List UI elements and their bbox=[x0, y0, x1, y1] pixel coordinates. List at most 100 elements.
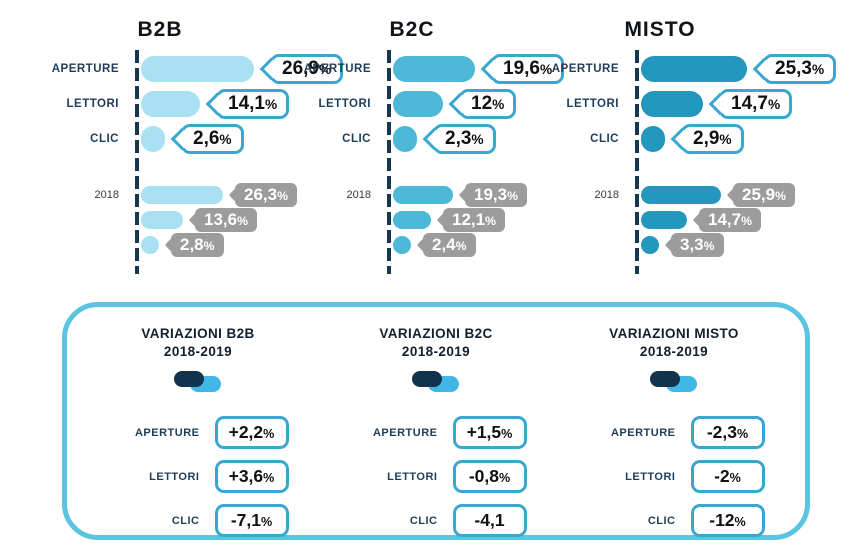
category-label: CLIC bbox=[342, 133, 371, 145]
variation-value-box: +1,5% bbox=[452, 416, 527, 450]
variation-rows: APERTURE +2,2% LETTORI +3,6% CLIC -7,1% bbox=[79, 416, 317, 538]
variation-value-box: -0,8% bbox=[452, 460, 527, 494]
bar-row-2019: CLIC 2,9% bbox=[540, 124, 836, 154]
bar-2018 bbox=[641, 211, 687, 229]
bar-2019 bbox=[393, 126, 417, 152]
value-number: -12 bbox=[709, 510, 735, 531]
variations-section-b2b: VARIAZIONI B2B 2018-2019 APERTURE +2,2% LE… bbox=[79, 325, 317, 538]
bar-row-2018: 12,1% bbox=[282, 208, 527, 232]
value-callout: 14,7% bbox=[719, 89, 793, 119]
axis-line bbox=[135, 50, 139, 274]
bar-row-2018: 13,6% bbox=[25, 208, 297, 232]
variations-title: VARIAZIONI B2B bbox=[141, 326, 255, 341]
value-number: 19,6 bbox=[503, 58, 540, 79]
group-title-b2c: B2C bbox=[389, 18, 435, 41]
variation-value-box: -4,1 bbox=[452, 504, 527, 538]
value-number: 2,4 bbox=[432, 235, 456, 254]
value-number: 19,3 bbox=[474, 185, 508, 204]
variation-value-box: -2,3% bbox=[690, 416, 765, 450]
variation-row: LETTORI -0,8% bbox=[346, 460, 527, 494]
percent-sign: % bbox=[811, 62, 825, 77]
value-number: -2,3 bbox=[706, 422, 737, 443]
bar-row-2018: 2,4% bbox=[282, 233, 527, 257]
percent-sign: % bbox=[471, 132, 484, 147]
bar-row-2018: 2018 19,3% bbox=[282, 183, 527, 207]
axis-line bbox=[635, 50, 639, 274]
variation-row: APERTURE -2,3% bbox=[584, 416, 765, 450]
year-label: 2018 bbox=[594, 189, 619, 201]
bar-row-2019: LETTORI 12% bbox=[282, 89, 564, 119]
variation-rows: APERTURE -2,3% LETTORI -2% CLIC -12% bbox=[555, 416, 793, 538]
value-number: -7,1 bbox=[230, 510, 261, 531]
value-callout: 14,1% bbox=[216, 89, 290, 119]
percent-sign: % bbox=[498, 471, 511, 486]
value-number: 14,7 bbox=[731, 93, 768, 114]
percent-sign: % bbox=[703, 239, 715, 253]
variation-label: APERTURE bbox=[372, 426, 438, 439]
value-number: 25,9 bbox=[742, 185, 776, 204]
percent-sign: % bbox=[263, 427, 275, 442]
variation-label: CLIC bbox=[409, 514, 438, 527]
percent-sign: % bbox=[492, 97, 505, 112]
year-label: 2018 bbox=[94, 189, 119, 201]
bar-2019 bbox=[393, 91, 443, 117]
value-number: 2,3 bbox=[445, 128, 472, 149]
axis-line bbox=[387, 50, 391, 274]
toggle-dark-pill bbox=[412, 371, 442, 388]
variations-section-b2c: VARIAZIONI B2C 2018-2019 APERTURE +1,5% LE… bbox=[317, 325, 555, 538]
percent-sign: % bbox=[264, 97, 278, 112]
value-number: 2,8 bbox=[180, 235, 204, 254]
percent-sign: % bbox=[318, 62, 332, 77]
variations-title: VARIAZIONI B2C bbox=[379, 326, 493, 341]
bar-row-2019: APERTURE 25,3% bbox=[540, 54, 837, 84]
rows-2019: APERTURE 25,3% LETTORI 14,7% CLIC 2,9% bbox=[540, 54, 837, 161]
variation-label: CLIC bbox=[647, 514, 676, 527]
value-badge: 12,1% bbox=[443, 208, 505, 232]
bar-row-2019: APERTURE 26,9% bbox=[25, 54, 344, 84]
rows-2019: APERTURE 19,6% LETTORI 12% CLIC 2,3% bbox=[282, 54, 565, 161]
year-label: 2018 bbox=[346, 189, 371, 201]
value-number: 2,9 bbox=[693, 128, 720, 149]
percent-sign: % bbox=[719, 132, 732, 147]
bar-2019 bbox=[641, 91, 703, 117]
variation-value-box: -2% bbox=[690, 460, 765, 494]
value-badge: 2,4% bbox=[423, 233, 476, 257]
variations-section-misto: VARIAZIONI MISTO 2018-2019 APERTURE -2,3%… bbox=[555, 325, 793, 538]
percent-sign: % bbox=[736, 427, 749, 442]
value-number: -2 bbox=[714, 466, 730, 487]
variation-row: APERTURE +1,5% bbox=[346, 416, 527, 450]
variation-value-box: -7,1% bbox=[214, 504, 289, 538]
rows-2018: 2018 25,9% 14,7% 3,3% bbox=[540, 183, 795, 261]
value-number: -4,1 bbox=[474, 510, 505, 531]
variation-row: CLIC -4,1 bbox=[346, 504, 527, 538]
variation-label: LETTORI bbox=[149, 470, 200, 483]
bar-row-2019: CLIC 2,6% bbox=[25, 124, 343, 154]
rows-2018: 2018 19,3% 12,1% 2,4% bbox=[282, 183, 527, 261]
variation-row: APERTURE +2,2% bbox=[108, 416, 289, 450]
bar-row-2018: 3,3% bbox=[540, 233, 795, 257]
value-callout: 12% bbox=[459, 89, 517, 119]
percent-sign: % bbox=[277, 189, 288, 203]
value-callout: 25,3% bbox=[763, 54, 837, 84]
value-badge: 3,3% bbox=[671, 233, 724, 257]
category-label: APERTURE bbox=[51, 63, 119, 75]
bar-2018 bbox=[141, 211, 183, 229]
percent-sign: % bbox=[729, 471, 741, 486]
percent-sign: % bbox=[775, 189, 786, 203]
group-title-b2b: B2B bbox=[137, 18, 183, 41]
percent-sign: % bbox=[485, 214, 496, 228]
value-number: 25,3 bbox=[775, 58, 812, 79]
value-badge: 13,6% bbox=[195, 208, 257, 232]
percent-sign: % bbox=[237, 214, 248, 228]
bar-row-2018: 2018 26,3% bbox=[25, 183, 297, 207]
toggle-icon bbox=[650, 371, 698, 393]
value-number: 14,7 bbox=[708, 210, 742, 229]
bar-2018 bbox=[393, 211, 431, 229]
bar-row-2019: CLIC 2,3% bbox=[282, 124, 564, 154]
rows-2019: APERTURE 26,9% LETTORI 14,1% CLIC 2,6% bbox=[25, 54, 344, 161]
variations-panel: VARIAZIONI B2B 2018-2019 APERTURE +2,2% LE… bbox=[62, 302, 810, 540]
bar-2019 bbox=[141, 126, 165, 152]
bar-row-2019: LETTORI 14,7% bbox=[540, 89, 836, 119]
variations-subtitle: 2018-2019 bbox=[639, 343, 709, 359]
percent-sign: % bbox=[741, 214, 752, 228]
